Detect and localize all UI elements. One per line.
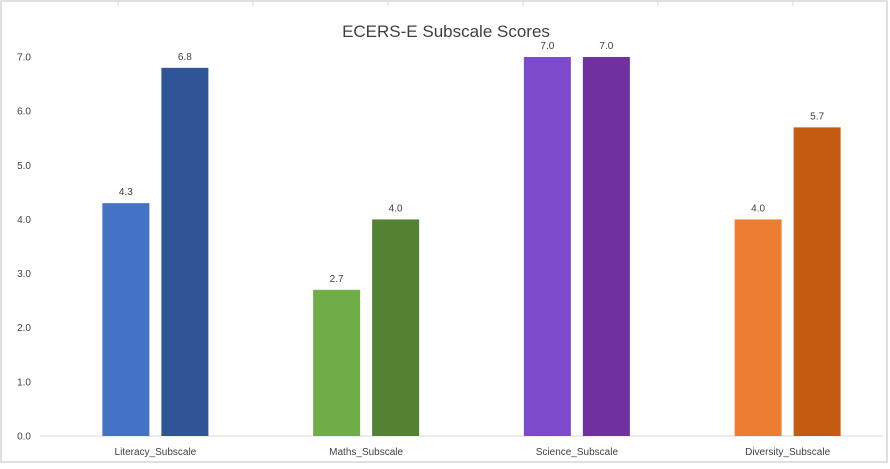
chart-title: ECERS-E Subscale Scores (342, 22, 550, 41)
bar (372, 219, 420, 436)
y-tick-label: 6.0 (17, 107, 31, 118)
y-tick-label: 2.0 (17, 323, 31, 334)
x-category-label: Maths_Subscale (329, 447, 403, 458)
x-category-label: Literacy_Subscale (115, 447, 197, 458)
y-tick-label: 0.0 (17, 432, 31, 443)
y-tick-label: 4.0 (17, 215, 31, 226)
bar (161, 67, 209, 436)
y-tick-label: 1.0 (17, 377, 31, 388)
y-axis: 0.0 1.0 2.0 3.0 4.0 5.0 6.0 7.0 (17, 53, 31, 443)
bar (793, 127, 841, 436)
bar (734, 219, 782, 436)
data-label: 4.3 (119, 187, 133, 198)
y-tick-label: 5.0 (17, 161, 31, 172)
bars-layer: 4.3 6.8 2.7 4.0 7.0 7.0 4.0 5.7 (102, 41, 841, 436)
x-category-label: Science_Subscale (536, 447, 619, 458)
y-tick-label: 7.0 (17, 53, 31, 64)
data-label: 4.0 (751, 203, 765, 214)
x-category-label: Diversity_Subscale (745, 447, 830, 458)
bar (523, 57, 571, 436)
data-label: 5.7 (810, 111, 824, 122)
bar (313, 289, 361, 436)
data-label: 4.0 (389, 203, 403, 214)
y-tick-label: 3.0 (17, 269, 31, 280)
bar (582, 57, 630, 436)
top-separator-ticks (117, 1, 794, 6)
data-label: 7.0 (599, 41, 613, 52)
bar (102, 203, 150, 436)
data-label: 2.7 (330, 274, 344, 285)
x-axis: Literacy_Subscale Maths_Subscale Science_S… (115, 447, 831, 458)
data-label: 7.0 (540, 41, 554, 52)
data-label: 6.8 (178, 52, 192, 63)
